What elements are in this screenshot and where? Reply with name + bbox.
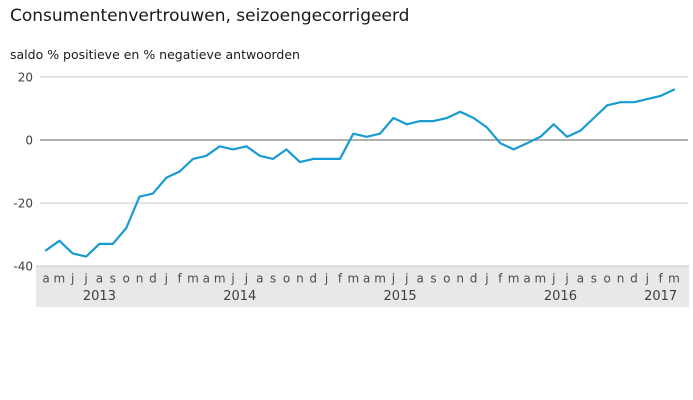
x-month-label: j [484,272,488,286]
x-month-label: a [416,272,423,286]
x-month-label: m [54,272,66,286]
x-month-label: a [363,272,370,286]
x-month-label: m [374,272,386,286]
x-month-label: f [338,272,343,286]
chart-subtitle: saldo % positieve en % negatieve antwoor… [10,47,300,62]
x-month-label: s [430,272,436,286]
y-tick-label: 0 [25,134,33,148]
x-month-label: s [110,272,116,286]
x-month-label: n [296,272,304,286]
x-month-label: d [309,272,317,286]
x-month-label: m [508,272,520,286]
x-month-label: a [96,272,103,286]
x-month-label: d [630,272,638,286]
x-month-label: d [470,272,478,286]
x-month-label: m [214,272,226,286]
x-month-label: j [391,272,395,286]
x-month-label: a [203,272,210,286]
chart-title: Consumentenvertrouwen, seizoengecorrigee… [10,6,410,26]
x-month-label: s [270,272,276,286]
x-month-label: m [668,272,680,286]
x-month-label: n [617,272,625,286]
x-year-label: 2016 [544,289,577,304]
x-month-label: s [591,272,597,286]
x-month-label: f [177,272,182,286]
x-month-label: m [535,272,547,286]
x-month-label: a [523,272,530,286]
x-month-label: m [347,272,359,286]
x-month-label: a [577,272,584,286]
x-year-label: 2017 [644,289,677,304]
x-month-label: j [83,272,87,286]
x-month-label: o [122,272,129,286]
x-month-label: f [659,272,664,286]
x-month-label: j [244,272,248,286]
x-month-label: j [645,272,649,286]
x-month-label: j [404,272,408,286]
x-month-label: j [70,272,74,286]
x-year-label: 2013 [83,289,116,304]
x-month-label: m [187,272,199,286]
x-month-label: a [256,272,263,286]
x-month-label: n [456,272,464,286]
x-month-label: j [324,272,328,286]
x-month-label: a [42,272,49,286]
x-year-label: 2015 [384,289,417,304]
x-axis-band [36,266,689,307]
x-month-label: j [164,272,168,286]
x-month-label: o [443,272,450,286]
x-month-label: o [283,272,290,286]
y-tick-label: -40 [13,260,33,274]
x-month-label: d [149,272,157,286]
series-line [44,88,676,258]
x-month-label: j [230,272,234,286]
y-tick-label: 20 [18,71,33,85]
x-month-label: n [136,272,144,286]
y-tick-label: -20 [13,197,33,211]
x-month-label: j [564,272,568,286]
x-month-label: j [551,272,555,286]
x-month-label: f [498,272,503,286]
x-year-label: 2014 [223,289,256,304]
x-month-label: o [604,272,611,286]
